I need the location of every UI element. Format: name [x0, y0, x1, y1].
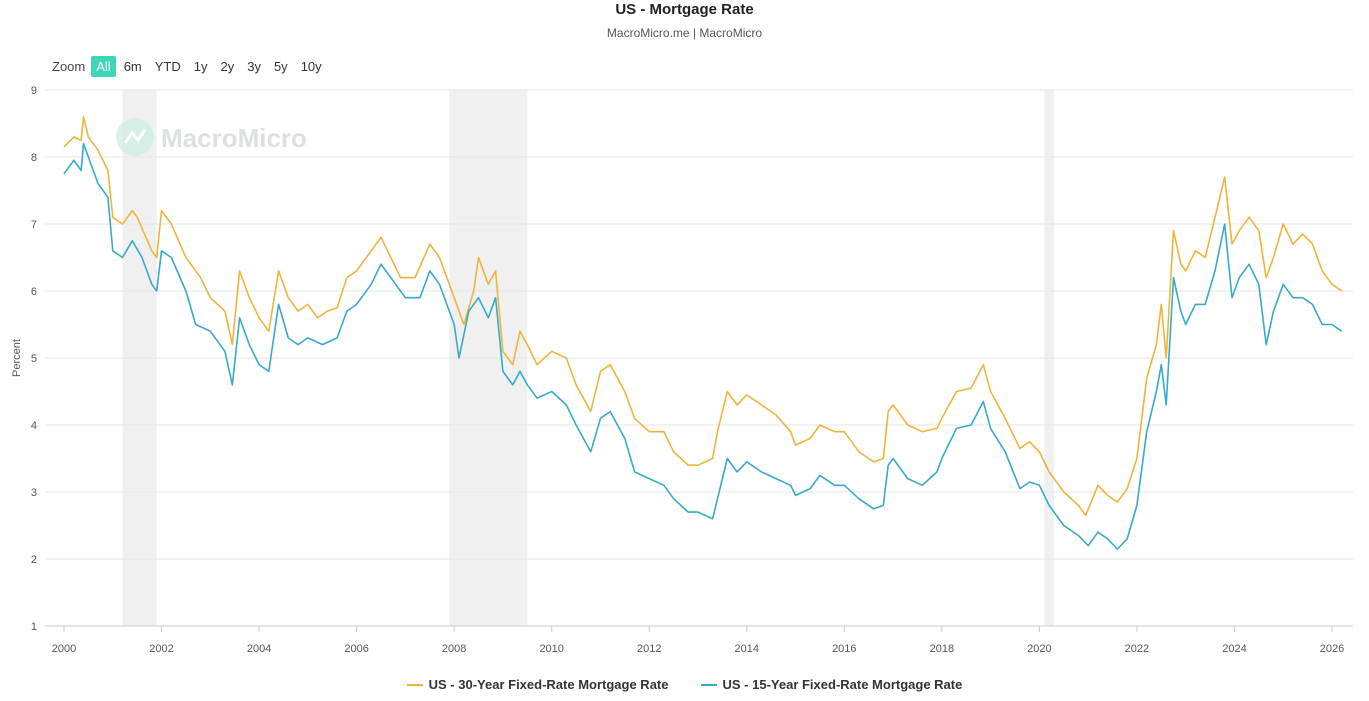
zoom-label: Zoom	[52, 58, 86, 74]
x-tick-label: 2016	[832, 643, 856, 655]
series-line-30-year	[63, 116, 1343, 517]
x-tick-label: 2008	[442, 643, 466, 655]
legend-label-15-year: US - 15-Year Fixed-Rate Mortgage Rate	[722, 677, 963, 692]
zoom-2y-button[interactable]: 2y	[220, 58, 235, 74]
zoom-10y-button[interactable]: 10y	[300, 58, 322, 74]
zoom-ytd-button[interactable]: YTD	[154, 58, 181, 74]
x-tick-label: 2012	[637, 643, 661, 655]
y-tick-label: 8	[31, 152, 37, 164]
series-line-15-year	[63, 142, 1343, 550]
x-tick-label: 2010	[539, 643, 563, 655]
chart-plot: 1 2 3 4 5 6 7 8 9 2000 2002 2004 2006 2008 2010 2012 201…	[11, 85, 1353, 655]
x-tick-label: 2026	[1320, 643, 1344, 655]
y-tick-label: 3	[31, 487, 37, 499]
watermark-text: MacroMicro	[161, 123, 307, 153]
zoom-selector: Zoom All 6m YTD 1y 2y 3y 5y 10y	[52, 55, 330, 77]
y-tick-label: 4	[31, 420, 37, 432]
zoom-1y-button[interactable]: 1y	[193, 58, 208, 74]
x-tick-label: 2024	[1222, 643, 1246, 655]
y-tick-label: 6	[31, 286, 37, 298]
x-tick-label: 2020	[1027, 643, 1051, 655]
x-tick-label: 2018	[930, 643, 954, 655]
y-tick-label: 7	[31, 219, 37, 231]
zoom-6m-button[interactable]: 6m	[123, 58, 142, 74]
x-tick-label: 2022	[1125, 643, 1149, 655]
legend-label-30-year: US - 30-Year Fixed-Rate Mortgage Rate	[428, 677, 669, 692]
legend-item-30-year[interactable]: US - 30-Year Fixed-Rate Mortgage Rate	[406, 677, 669, 692]
x-tick-label: 2004	[247, 643, 271, 655]
x-tick-label: 2006	[344, 643, 368, 655]
chart-title: US - Mortgage Rate	[615, 1, 754, 18]
y-tick-label: 5	[31, 353, 37, 365]
zoom-3y-button[interactable]: 3y	[247, 58, 261, 74]
watermark-logo-mark	[123, 129, 147, 144]
y-axis-title: Percent	[11, 339, 23, 377]
y-tick-label: 1	[31, 621, 37, 633]
legend-swatch-15-year	[700, 683, 717, 686]
legend-swatch-30-year	[406, 683, 423, 686]
legend-item-15-year[interactable]: US - 15-Year Fixed-Rate Mortgage Rate	[700, 677, 963, 692]
zoom-all-button[interactable]: All	[91, 55, 116, 77]
x-tick-label: 2000	[52, 643, 76, 655]
x-tick-label: 2002	[149, 643, 173, 655]
y-tick-label: 9	[31, 85, 37, 97]
zoom-5y-button[interactable]: 5y	[273, 58, 288, 74]
x-tick-label: 2014	[735, 643, 759, 655]
chart-legend: US - 30-Year Fixed-Rate Mortgage Rate US…	[0, 677, 1369, 692]
chart-subtitle: MacroMicro.me | MacroMicro	[606, 26, 763, 40]
y-tick-label: 2	[31, 554, 37, 566]
